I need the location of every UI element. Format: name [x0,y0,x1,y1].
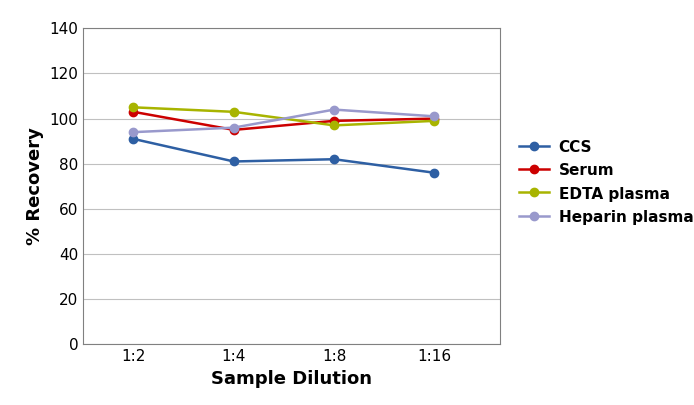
Heparin plasma [430,114,439,119]
EDTA plasma [330,123,338,128]
Serum [430,116,439,121]
Line: Heparin plasma: Heparin plasma [129,105,439,136]
CCS [330,157,338,162]
Serum [129,109,137,114]
Heparin plasma [330,107,338,112]
Line: EDTA plasma: EDTA plasma [129,103,439,130]
Legend: CCS, Serum, EDTA plasma, Heparin plasma: CCS, Serum, EDTA plasma, Heparin plasma [514,135,694,230]
Y-axis label: % Recovery: % Recovery [26,127,44,245]
EDTA plasma [230,109,238,114]
Heparin plasma [230,125,238,130]
CCS [430,171,439,175]
Line: Serum: Serum [129,108,439,134]
Serum [230,128,238,132]
Heparin plasma [129,130,137,134]
X-axis label: Sample Dilution: Sample Dilution [211,370,372,388]
Line: CCS: CCS [129,135,439,177]
CCS [230,159,238,164]
EDTA plasma [129,105,137,110]
EDTA plasma [430,118,439,123]
CCS [129,136,137,141]
Serum [330,118,338,123]
